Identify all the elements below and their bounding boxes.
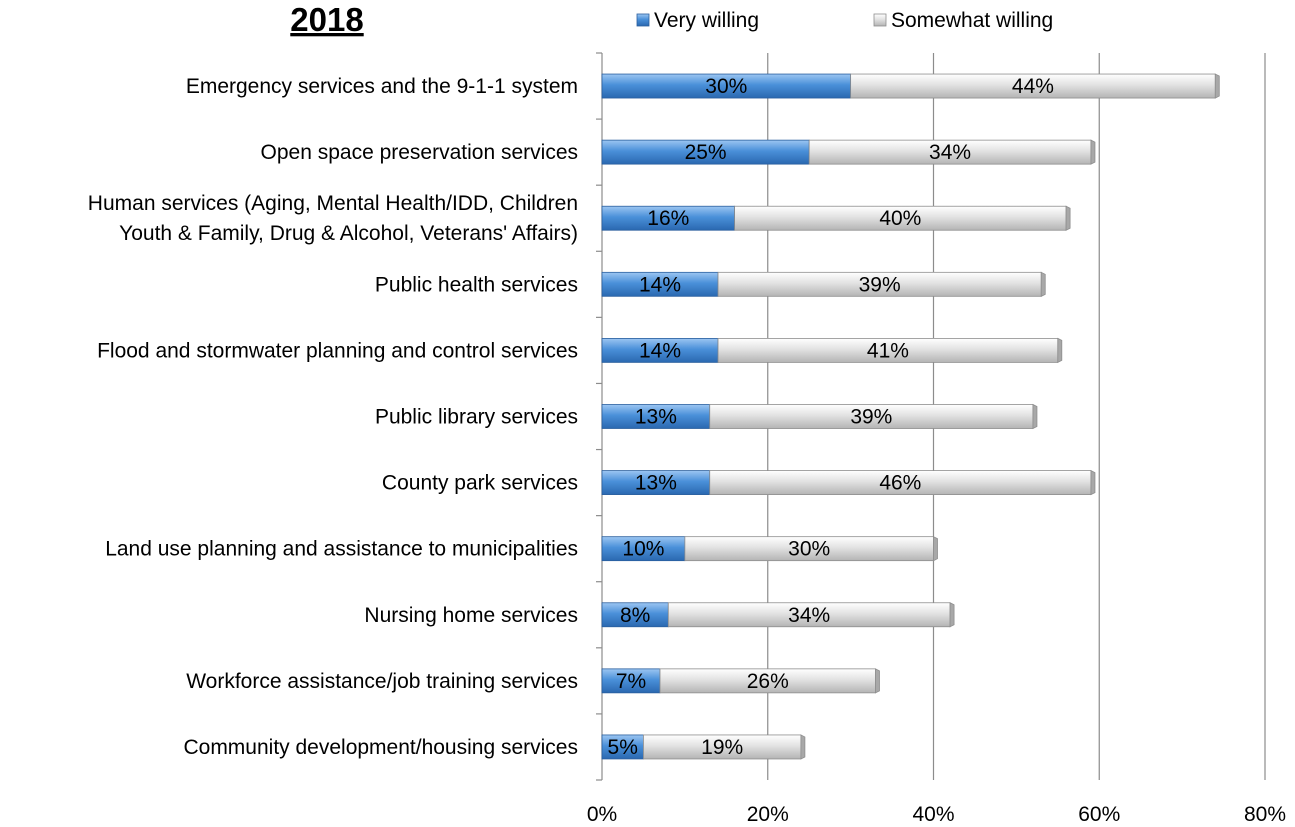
- data-label: 40%: [879, 207, 921, 230]
- data-label: 30%: [705, 75, 747, 98]
- data-label: 8%: [620, 604, 650, 627]
- bar-somewhat-willing: [643, 734, 802, 760]
- legend: Very willing Somewhat willing: [636, 9, 1053, 32]
- legend-swatch: [873, 13, 887, 27]
- bar-end-cap: [933, 536, 938, 562]
- bar-end-cap: [1040, 271, 1046, 297]
- bar-somewhat-willing: [667, 602, 951, 628]
- data-label: 13%: [635, 472, 677, 495]
- data-label: 7%: [616, 670, 646, 693]
- data-label: 10%: [622, 538, 664, 561]
- bar-end-cap: [1065, 205, 1071, 231]
- data-label: 14%: [639, 339, 681, 362]
- bar-somewhat-willing: [850, 73, 1216, 99]
- bar-end-cap: [875, 668, 880, 694]
- data-label: 14%: [639, 273, 681, 296]
- x-tick-label: 0%: [587, 803, 617, 826]
- labels: 30% 44% Emergency services and the 9-1-1 s…: [88, 75, 1054, 759]
- category-label: Land use planning and assistance to muni…: [105, 538, 578, 561]
- data-label: 34%: [929, 141, 971, 164]
- data-label: 25%: [685, 141, 727, 164]
- data-label: 39%: [859, 273, 901, 296]
- category-label: Public health services: [375, 273, 578, 296]
- data-label: 46%: [879, 472, 921, 495]
- bar-very-willing: [601, 602, 669, 628]
- bars: [601, 73, 1220, 760]
- x-tick-label: 20%: [747, 803, 789, 826]
- data-label: 44%: [1012, 75, 1054, 98]
- category-label: County park services: [382, 472, 578, 495]
- bar-very-willing: [601, 668, 661, 694]
- category-label: Nursing home services: [364, 604, 578, 627]
- legend-somewhat-willing: Somewhat willing: [873, 9, 1053, 32]
- bar-end-cap: [1090, 139, 1096, 165]
- bar-end-cap: [1057, 337, 1063, 364]
- bar-very-willing: [601, 73, 852, 99]
- bar-end-cap: [800, 734, 806, 760]
- bar-very-willing: [601, 734, 644, 760]
- legend-label: Very willing: [654, 9, 759, 32]
- bar-somewhat-willing: [684, 536, 934, 562]
- bar-very-willing: [601, 338, 719, 363]
- bar-somewhat-willing: [734, 205, 1067, 231]
- data-label: 13%: [635, 406, 677, 429]
- data-label: 30%: [788, 538, 830, 561]
- x-tick-label: 80%: [1244, 803, 1286, 826]
- data-label: 16%: [647, 207, 689, 230]
- category-label: Youth & Family, Drug & Alcohol, Veterans…: [119, 222, 578, 245]
- legend-label: Somewhat willing: [891, 9, 1053, 32]
- bar-end-cap: [949, 602, 955, 628]
- data-label: 26%: [747, 670, 789, 693]
- category-label: Workforce assistance/job training servic…: [186, 670, 578, 693]
- category-label: Open space preservation services: [261, 141, 579, 164]
- category-label: Emergency services and the 9-1-1 system: [186, 75, 578, 98]
- bar-very-willing: [601, 271, 719, 297]
- x-tick-label: 60%: [1078, 803, 1120, 826]
- axis: 0% 20% 40% 60% 80%: [587, 52, 1286, 826]
- category-label: Community development/housing services: [183, 736, 578, 759]
- bar-very-willing: [601, 404, 711, 429]
- bar-very-willing: [601, 139, 810, 165]
- category-label: Public library services: [375, 406, 578, 429]
- legend-very-willing: Very willing: [636, 9, 759, 32]
- bar-end-cap: [1090, 469, 1096, 496]
- data-label: 34%: [788, 604, 830, 627]
- data-label: 39%: [850, 406, 892, 429]
- data-label: 41%: [867, 339, 909, 362]
- chart-title: 2018: [290, 1, 363, 38]
- bar-somewhat-willing: [717, 271, 1042, 297]
- bar-very-willing: [601, 536, 686, 562]
- category-label: Flood and stormwater planning and contro…: [97, 339, 578, 362]
- bar-end-cap: [1214, 73, 1220, 99]
- data-label: 5%: [608, 736, 638, 759]
- legend-swatch: [636, 13, 650, 27]
- data-label: 19%: [701, 736, 743, 759]
- bar-end-cap: [1032, 403, 1038, 430]
- x-tick-label: 40%: [912, 803, 954, 826]
- bar-somewhat-willing: [717, 338, 1059, 363]
- category-label: Human services (Aging, Mental Health/IDD…: [88, 192, 578, 215]
